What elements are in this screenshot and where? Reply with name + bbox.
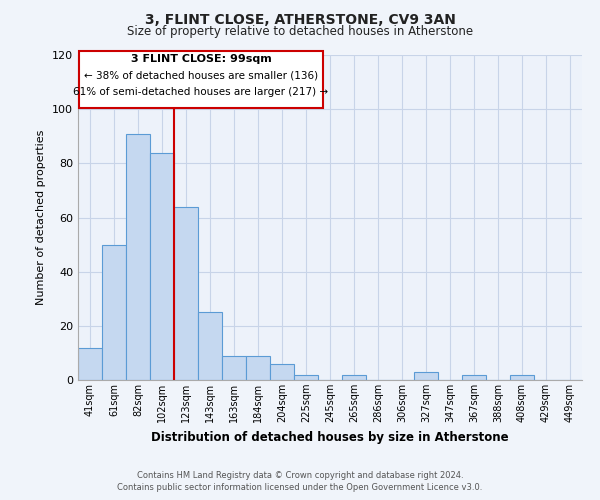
FancyBboxPatch shape xyxy=(79,51,323,108)
Text: 3, FLINT CLOSE, ATHERSTONE, CV9 3AN: 3, FLINT CLOSE, ATHERSTONE, CV9 3AN xyxy=(145,12,455,26)
Y-axis label: Number of detached properties: Number of detached properties xyxy=(37,130,46,305)
Bar xyxy=(198,312,222,380)
Text: ← 38% of detached houses are smaller (136): ← 38% of detached houses are smaller (13… xyxy=(84,70,318,81)
Bar xyxy=(246,356,270,380)
Text: Size of property relative to detached houses in Atherstone: Size of property relative to detached ho… xyxy=(127,25,473,38)
Bar xyxy=(342,374,366,380)
X-axis label: Distribution of detached houses by size in Atherstone: Distribution of detached houses by size … xyxy=(151,430,509,444)
Bar xyxy=(78,348,102,380)
Bar xyxy=(294,374,318,380)
Bar xyxy=(174,206,198,380)
Bar xyxy=(510,374,534,380)
Text: 61% of semi-detached houses are larger (217) →: 61% of semi-detached houses are larger (… xyxy=(73,86,329,97)
Bar xyxy=(150,152,174,380)
Bar xyxy=(126,134,150,380)
Bar xyxy=(222,356,246,380)
Bar xyxy=(102,244,126,380)
Bar xyxy=(414,372,438,380)
Bar xyxy=(270,364,294,380)
Text: 3 FLINT CLOSE: 99sqm: 3 FLINT CLOSE: 99sqm xyxy=(131,54,271,64)
Text: Contains HM Land Registry data © Crown copyright and database right 2024.
Contai: Contains HM Land Registry data © Crown c… xyxy=(118,471,482,492)
Bar xyxy=(462,374,486,380)
